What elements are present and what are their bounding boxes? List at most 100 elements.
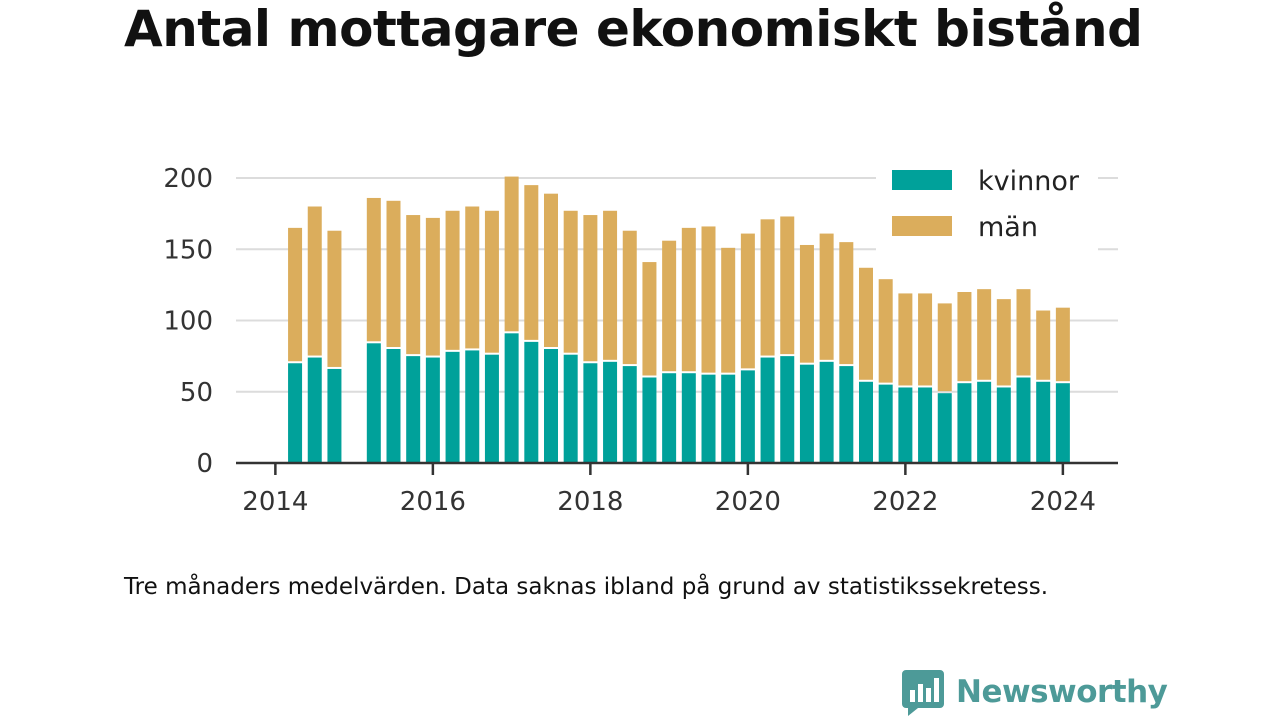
bar-kvinnor <box>544 349 558 463</box>
chart-caption: Tre månaders medelvärden. Data saknas ib… <box>124 574 1049 600</box>
bar-man <box>760 219 775 356</box>
bar-kvinnor <box>799 364 814 463</box>
bar-kvinnor <box>859 381 873 463</box>
bar-kvinnor <box>937 393 952 463</box>
bar-man <box>406 215 421 355</box>
x-tick-label: 2020 <box>715 487 781 517</box>
bar-kvinnor <box>996 387 1011 463</box>
bar-kvinnor <box>681 373 696 463</box>
bar-kvinnor <box>918 387 933 463</box>
bar-man <box>1016 289 1031 376</box>
y-tick-label: 0 <box>196 449 213 479</box>
y-tick-label: 200 <box>163 164 213 194</box>
chart: 0 50 100 150 200 2014 2016 2018 2020 2022 2024 kvi… <box>163 155 1118 517</box>
legend-label: kvinnor <box>978 166 1080 197</box>
bar-kvinnor <box>662 373 677 463</box>
bar-man <box>504 176 519 332</box>
bar-man <box>839 242 854 365</box>
y-tick-label: 150 <box>163 235 213 265</box>
bar-man <box>819 233 834 360</box>
bar-man <box>642 262 657 376</box>
bar-kvinnor <box>721 374 736 463</box>
bar-man <box>622 230 637 365</box>
y-tick-label: 50 <box>180 378 213 408</box>
bar-man <box>563 210 578 353</box>
legend-swatch <box>892 216 952 236</box>
bar-kvinnor <box>425 357 440 463</box>
bar-man <box>288 227 303 362</box>
bar-kvinnor <box>957 383 972 463</box>
bar-kvinnor <box>1036 381 1051 463</box>
bar-kvinnor <box>603 361 618 463</box>
bar-kvinnor <box>1016 377 1031 463</box>
x-tick-label: 2016 <box>400 487 466 517</box>
bar-man <box>996 299 1011 386</box>
bar-man <box>327 230 342 367</box>
bar-kvinnor <box>504 333 519 463</box>
bar-kvinnor <box>406 356 421 463</box>
bar-man <box>780 216 795 355</box>
bar-kvinnor <box>780 356 795 463</box>
legend: kvinnor män <box>876 155 1098 255</box>
bar-man <box>937 303 952 392</box>
bar-man <box>662 240 677 372</box>
bar-kvinnor <box>622 366 637 463</box>
y-tick-label: 100 <box>163 307 213 337</box>
bar-man <box>544 193 558 347</box>
x-tick-label: 2014 <box>242 487 308 517</box>
bar-kvinnor <box>465 350 480 463</box>
bar-man <box>366 197 381 342</box>
bar-man <box>701 226 716 373</box>
bar-man <box>386 200 401 347</box>
bar-kvinnor <box>819 361 834 463</box>
bar-man <box>918 293 933 386</box>
brand: Newsworthy <box>902 668 1168 716</box>
bars <box>288 176 1070 463</box>
bar-kvinnor <box>288 363 303 463</box>
bar-man <box>445 210 460 350</box>
bar-man <box>878 279 893 383</box>
x-tick-label: 2024 <box>1030 487 1096 517</box>
bar-kvinnor <box>898 387 913 463</box>
bar-man <box>484 210 499 353</box>
bar-kvinnor <box>701 374 716 463</box>
bar-man <box>603 210 618 360</box>
bar-kvinnor <box>1055 383 1070 463</box>
bar-man <box>977 289 992 380</box>
bar-man <box>583 215 598 362</box>
bar-kvinnor <box>878 384 893 463</box>
bar-kvinnor <box>740 370 755 463</box>
bar-man <box>307 206 322 356</box>
bar-man <box>721 247 736 373</box>
bar-kvinnor <box>524 341 539 463</box>
bar-man <box>799 244 814 363</box>
x-tick-label: 2018 <box>557 487 623 517</box>
brand-name: Newsworthy <box>956 674 1168 710</box>
bar-man <box>425 217 440 356</box>
bar-kvinnor <box>563 354 578 463</box>
bar-man <box>859 267 873 380</box>
bar-kvinnor <box>445 351 460 463</box>
bar-man <box>898 293 913 386</box>
bar-kvinnor <box>760 357 775 463</box>
bar-kvinnor <box>327 368 342 463</box>
bar-man <box>681 227 696 372</box>
bar-man <box>1036 310 1051 380</box>
bar-man <box>1055 307 1070 382</box>
bar-kvinnor <box>977 381 992 463</box>
bar-kvinnor <box>642 377 657 463</box>
bar-kvinnor <box>366 343 381 463</box>
bar-kvinnor <box>839 366 854 463</box>
bar-kvinnor <box>386 349 401 463</box>
bar-man <box>524 185 539 340</box>
x-tick-label: 2022 <box>872 487 938 517</box>
bar-man <box>465 206 480 349</box>
bar-kvinnor <box>583 363 598 463</box>
bar-man <box>740 233 755 369</box>
legend-swatch <box>892 170 952 190</box>
bar-kvinnor <box>484 354 499 463</box>
bar-kvinnor <box>307 357 322 463</box>
chart-title: Antal mottagare ekonomiskt bistånd <box>124 0 1143 58</box>
legend-label: män <box>978 212 1038 243</box>
bar-man <box>957 292 972 382</box>
